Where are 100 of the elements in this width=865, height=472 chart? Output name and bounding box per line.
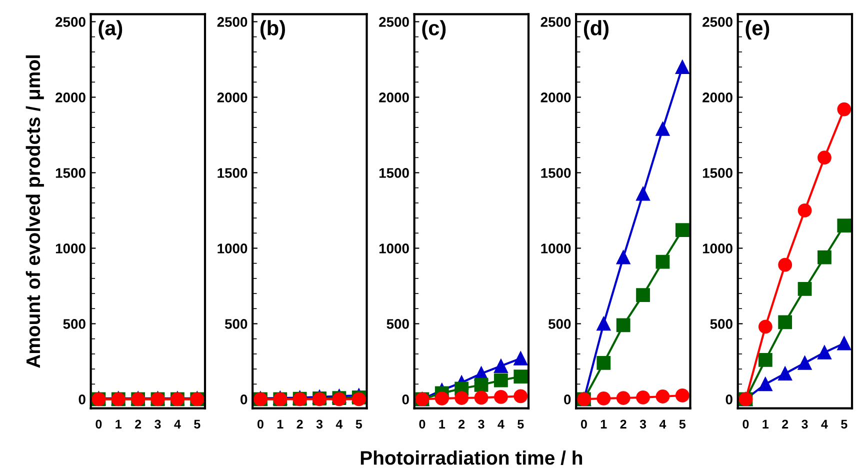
y-tick-label: 2000 [702,92,732,102]
point [514,370,528,384]
x-axis-title: Photoirradiation time / h [360,450,582,465]
y-tick-label: 0 [78,394,86,404]
y-tick-label: 2500 [379,17,409,27]
y-tick-label: 0 [726,394,732,404]
point [778,258,792,272]
x-tick-label: 5 [841,420,848,429]
point [514,389,528,404]
y-tick-label: 1000 [379,244,409,254]
point [758,353,772,367]
y-tick-label: 2000 [56,92,86,102]
x-tick-label: 4 [821,420,828,428]
x-tick-label: 1 [439,420,446,428]
x-tick-label: 3 [154,420,161,429]
x-tick-label: 0 [580,420,587,429]
point [656,254,670,269]
x-tick-label: 2 [296,420,303,428]
y-tick-label: 2000 [217,92,248,102]
y-tick-label: 2500 [56,17,86,27]
point [818,250,832,264]
y-tick-label: 500 [386,319,409,329]
point [434,392,449,406]
point [656,390,670,404]
y-tick-label: 500 [710,319,732,329]
point [675,223,690,238]
y-tick-label: 1500 [702,168,732,178]
x-tick-label: 4 [336,420,343,428]
annotation: (a) [98,20,122,40]
x-tick-label: 0 [742,420,749,429]
y-tick-label: 500 [224,319,248,329]
x-tick-label: 2 [135,420,142,428]
x-tick-label: 1 [600,420,607,428]
point [758,320,772,334]
y-tick-label: 2000 [540,92,571,102]
y-tick-label: 1500 [541,168,571,178]
y-tick-label: 1000 [541,244,571,254]
point [616,318,630,332]
y-tick-label: 0 [402,394,409,404]
annotation: (b) [260,20,285,40]
y-tick-label: 2500 [540,17,571,27]
point [596,356,611,370]
x-tick-label: 4 [659,420,666,428]
point [514,352,528,366]
annotation: (e) [746,20,770,40]
x-tick-label: 5 [679,420,686,429]
point [837,102,852,116]
x-tick-label: 3 [316,420,323,429]
point [798,356,812,370]
x-tick-label: 0 [257,420,264,429]
x-tick-label: 2 [458,420,465,428]
x-tick-label: 5 [194,420,200,429]
x-tick-label: 5 [518,420,524,429]
y-tick-label: 1000 [56,244,86,254]
x-tick-label: 3 [640,420,646,429]
x-tick-label: 1 [116,420,122,428]
y-tick-label: 1500 [56,168,86,178]
y-tick-label: 500 [548,319,571,329]
point [818,345,832,360]
y-tick-label: 1000 [702,244,732,254]
point [616,250,630,264]
point [778,366,792,380]
x-tick-label: 1 [762,420,769,428]
point [494,359,508,373]
point [778,315,792,330]
point [798,282,812,296]
x-tick-label: 3 [802,420,808,429]
x-tick-label: 1 [277,420,284,428]
point [636,390,650,404]
point [675,60,690,74]
point [494,373,508,388]
y-tick-label: 1500 [218,168,248,178]
point [798,204,812,218]
y-axis-title: Amount of evolved prodcts / μmol [26,55,44,368]
point [636,288,650,302]
y-tick-label: 0 [240,394,248,404]
point [454,391,469,405]
point [818,150,832,165]
point [596,392,611,406]
point [474,390,488,405]
x-tick-label: 0 [419,420,426,429]
y-tick-label: 2000 [379,92,409,102]
x-tick-label: 3 [478,420,484,429]
y-tick-label: 500 [63,319,86,329]
point [758,377,772,392]
annotation: (c) [422,20,446,40]
x-tick-label: 5 [356,420,362,429]
point [494,390,508,404]
x-tick-label: 2 [782,420,788,428]
y-tick-label: 2500 [217,17,248,27]
y-tick-label: 1000 [218,244,248,254]
x-tick-label: 4 [174,420,181,428]
x-tick-label: 2 [620,420,626,428]
y-tick-label: 0 [564,394,571,404]
y-tick-label: 2500 [702,17,732,27]
point [636,186,650,201]
point [616,391,630,405]
point [474,378,488,392]
point [675,388,690,402]
point [596,316,611,331]
